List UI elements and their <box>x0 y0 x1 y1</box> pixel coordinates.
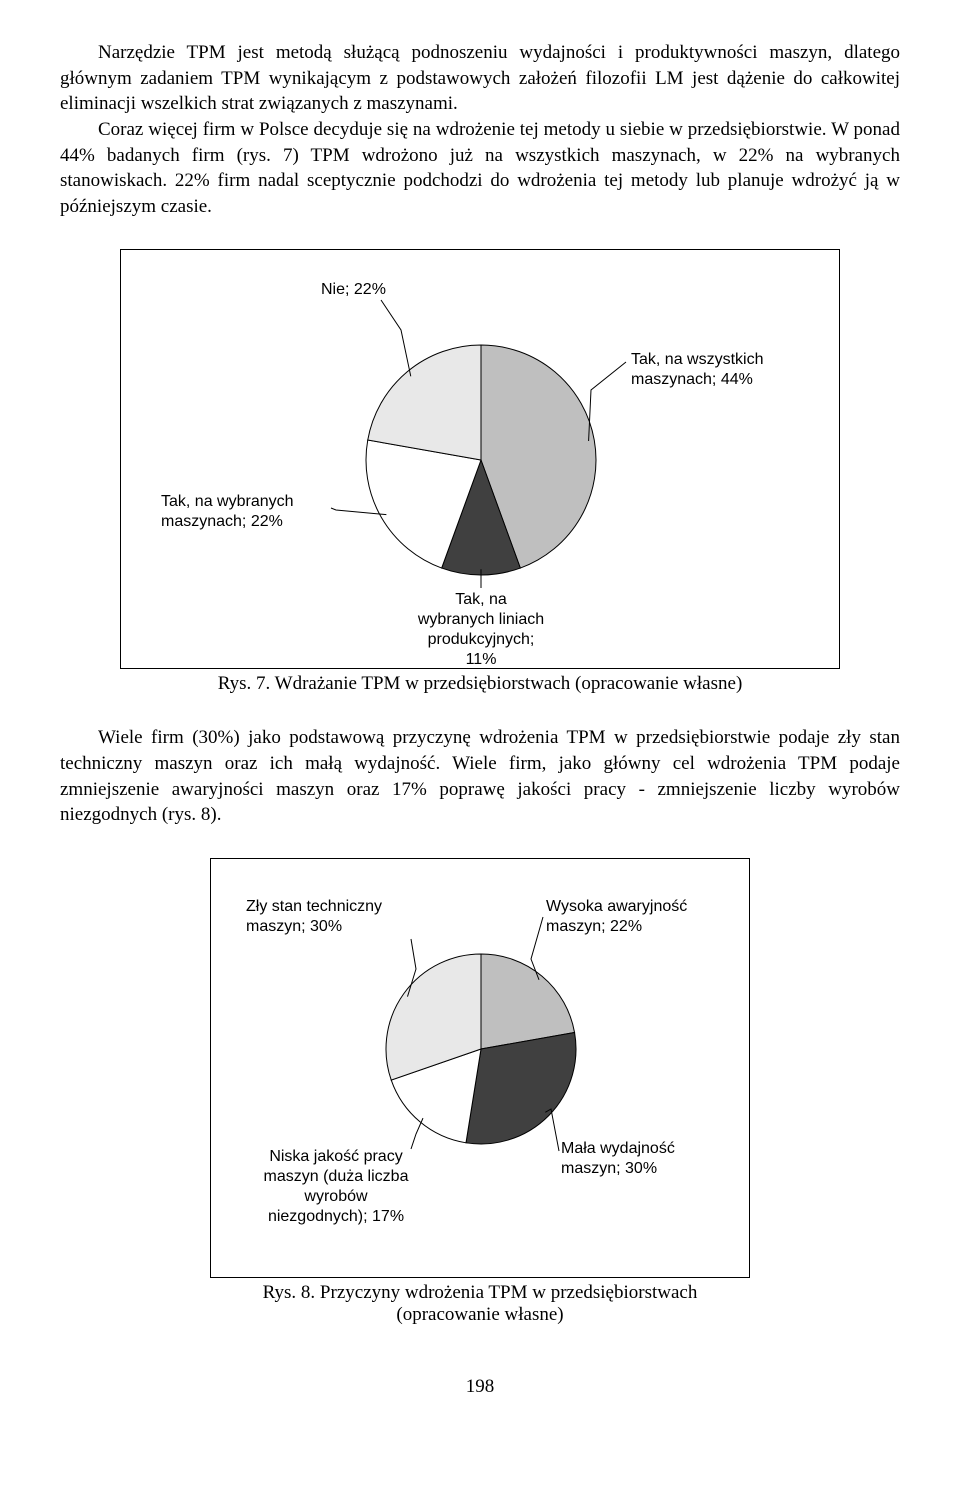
pie-label: Zły stan techniczny maszyn; 30% <box>246 897 426 937</box>
pie-slice <box>368 345 481 460</box>
page-number: 198 <box>60 1376 900 1398</box>
para1-text: Narzędzie TPM jest metodą służącą podnos… <box>60 42 900 114</box>
leader-line <box>411 1118 423 1149</box>
para1b-text: Coraz więcej firm w Polsce decyduje się … <box>60 119 900 217</box>
pie-label: Niska jakość pracy maszyn (duża liczba w… <box>246 1147 426 1227</box>
paragraph-1: Narzędzie TPM jest metodą służącą podnos… <box>60 40 900 219</box>
pie-label: Nie; 22% <box>321 280 411 300</box>
chart-1-box: Tak, na wszystkich maszynach; 44% Tak, na… <box>120 249 840 669</box>
paragraph-2: Wiele firm (30%) jako podstawową przyczy… <box>60 725 900 828</box>
pie-label: Mała wydajność maszyn; 30% <box>561 1139 721 1179</box>
pie-label: Tak, na wszystkich maszynach; 44% <box>631 350 811 390</box>
pie-label: Tak, na wybranych maszynach; 22% <box>161 492 331 532</box>
caption-2: Rys. 8. Przyczyny wdrożenia TPM w przeds… <box>60 1282 900 1326</box>
caption-1: Rys. 7. Wdrażanie TPM w przedsiębiorstwa… <box>60 673 900 695</box>
pie-label: Wysoka awaryjność maszyn; 22% <box>546 897 726 937</box>
pie-slice <box>466 1033 576 1144</box>
leader-line <box>381 300 411 376</box>
para2-text: Wiele firm (30%) jako podstawową przyczy… <box>60 727 900 825</box>
chart-2-box: Wysoka awaryjność maszyn; 22% Mała wydajn… <box>210 858 750 1278</box>
leader-line <box>589 362 626 441</box>
pie-label: Tak, na wybranych liniach produkcyjnych;… <box>391 590 571 670</box>
